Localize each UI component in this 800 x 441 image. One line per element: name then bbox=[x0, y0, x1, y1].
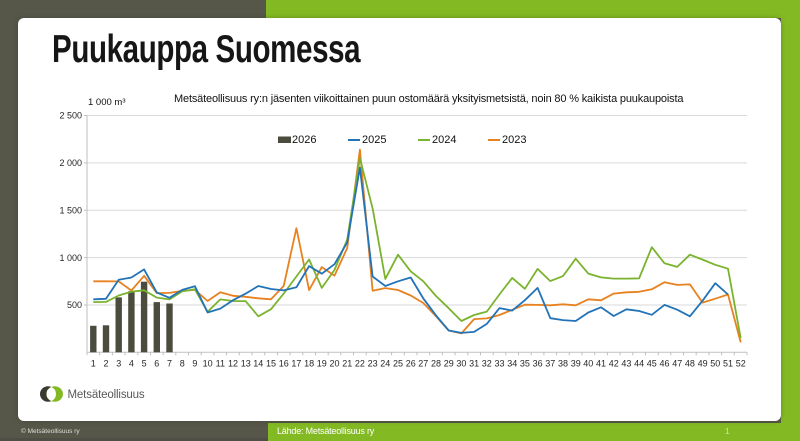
svg-text:29: 29 bbox=[444, 359, 454, 369]
svg-text:48: 48 bbox=[685, 359, 695, 369]
svg-text:28: 28 bbox=[431, 359, 441, 369]
svg-text:9: 9 bbox=[192, 359, 197, 369]
svg-text:17: 17 bbox=[291, 359, 301, 369]
svg-text:16: 16 bbox=[279, 359, 289, 369]
svg-text:12: 12 bbox=[228, 359, 238, 369]
svg-text:31: 31 bbox=[469, 359, 479, 369]
svg-text:39: 39 bbox=[571, 359, 581, 369]
svg-text:6: 6 bbox=[154, 359, 159, 369]
svg-text:25: 25 bbox=[393, 359, 403, 369]
svg-text:21: 21 bbox=[342, 359, 352, 369]
svg-text:2: 2 bbox=[103, 359, 108, 369]
svg-text:3: 3 bbox=[116, 359, 121, 369]
svg-text:11: 11 bbox=[216, 359, 225, 369]
svg-text:49: 49 bbox=[698, 359, 708, 369]
svg-text:45: 45 bbox=[647, 359, 657, 369]
svg-text:5: 5 bbox=[142, 359, 147, 369]
svg-text:20: 20 bbox=[329, 359, 339, 369]
svg-text:1 500: 1 500 bbox=[59, 205, 82, 215]
svg-text:32: 32 bbox=[482, 359, 492, 369]
svg-text:15: 15 bbox=[266, 359, 276, 369]
svg-text:7: 7 bbox=[167, 359, 172, 369]
svg-text:40: 40 bbox=[583, 359, 593, 369]
svg-text:13: 13 bbox=[241, 359, 251, 369]
svg-text:27: 27 bbox=[418, 359, 428, 369]
svg-text:2 500: 2 500 bbox=[59, 111, 82, 121]
svg-text:34: 34 bbox=[507, 359, 517, 369]
svg-text:26: 26 bbox=[406, 359, 416, 369]
svg-text:41: 41 bbox=[596, 359, 606, 369]
svg-text:30: 30 bbox=[456, 359, 466, 369]
svg-text:1: 1 bbox=[91, 359, 96, 369]
svg-text:14: 14 bbox=[253, 359, 263, 369]
svg-text:19: 19 bbox=[317, 359, 327, 369]
svg-text:10: 10 bbox=[203, 359, 213, 369]
svg-text:51: 51 bbox=[723, 359, 733, 369]
svg-text:47: 47 bbox=[672, 359, 682, 369]
svg-text:23: 23 bbox=[368, 359, 378, 369]
svg-text:2 000: 2 000 bbox=[59, 158, 82, 168]
svg-text:24: 24 bbox=[380, 359, 390, 369]
svg-text:46: 46 bbox=[659, 359, 669, 369]
svg-text:35: 35 bbox=[520, 359, 530, 369]
svg-text:36: 36 bbox=[533, 359, 543, 369]
svg-text:18: 18 bbox=[304, 359, 314, 369]
svg-text:44: 44 bbox=[634, 359, 644, 369]
svg-text:42: 42 bbox=[609, 359, 619, 369]
svg-text:52: 52 bbox=[736, 359, 746, 369]
svg-text:37: 37 bbox=[545, 359, 555, 369]
svg-text:38: 38 bbox=[558, 359, 568, 369]
svg-text:500: 500 bbox=[67, 300, 82, 310]
svg-text:1 000: 1 000 bbox=[59, 253, 82, 263]
svg-text:22: 22 bbox=[355, 359, 365, 369]
svg-text:43: 43 bbox=[621, 359, 631, 369]
svg-text:4: 4 bbox=[129, 359, 134, 369]
svg-text:8: 8 bbox=[180, 359, 185, 369]
svg-text:33: 33 bbox=[494, 359, 504, 369]
svg-text:50: 50 bbox=[710, 359, 720, 369]
